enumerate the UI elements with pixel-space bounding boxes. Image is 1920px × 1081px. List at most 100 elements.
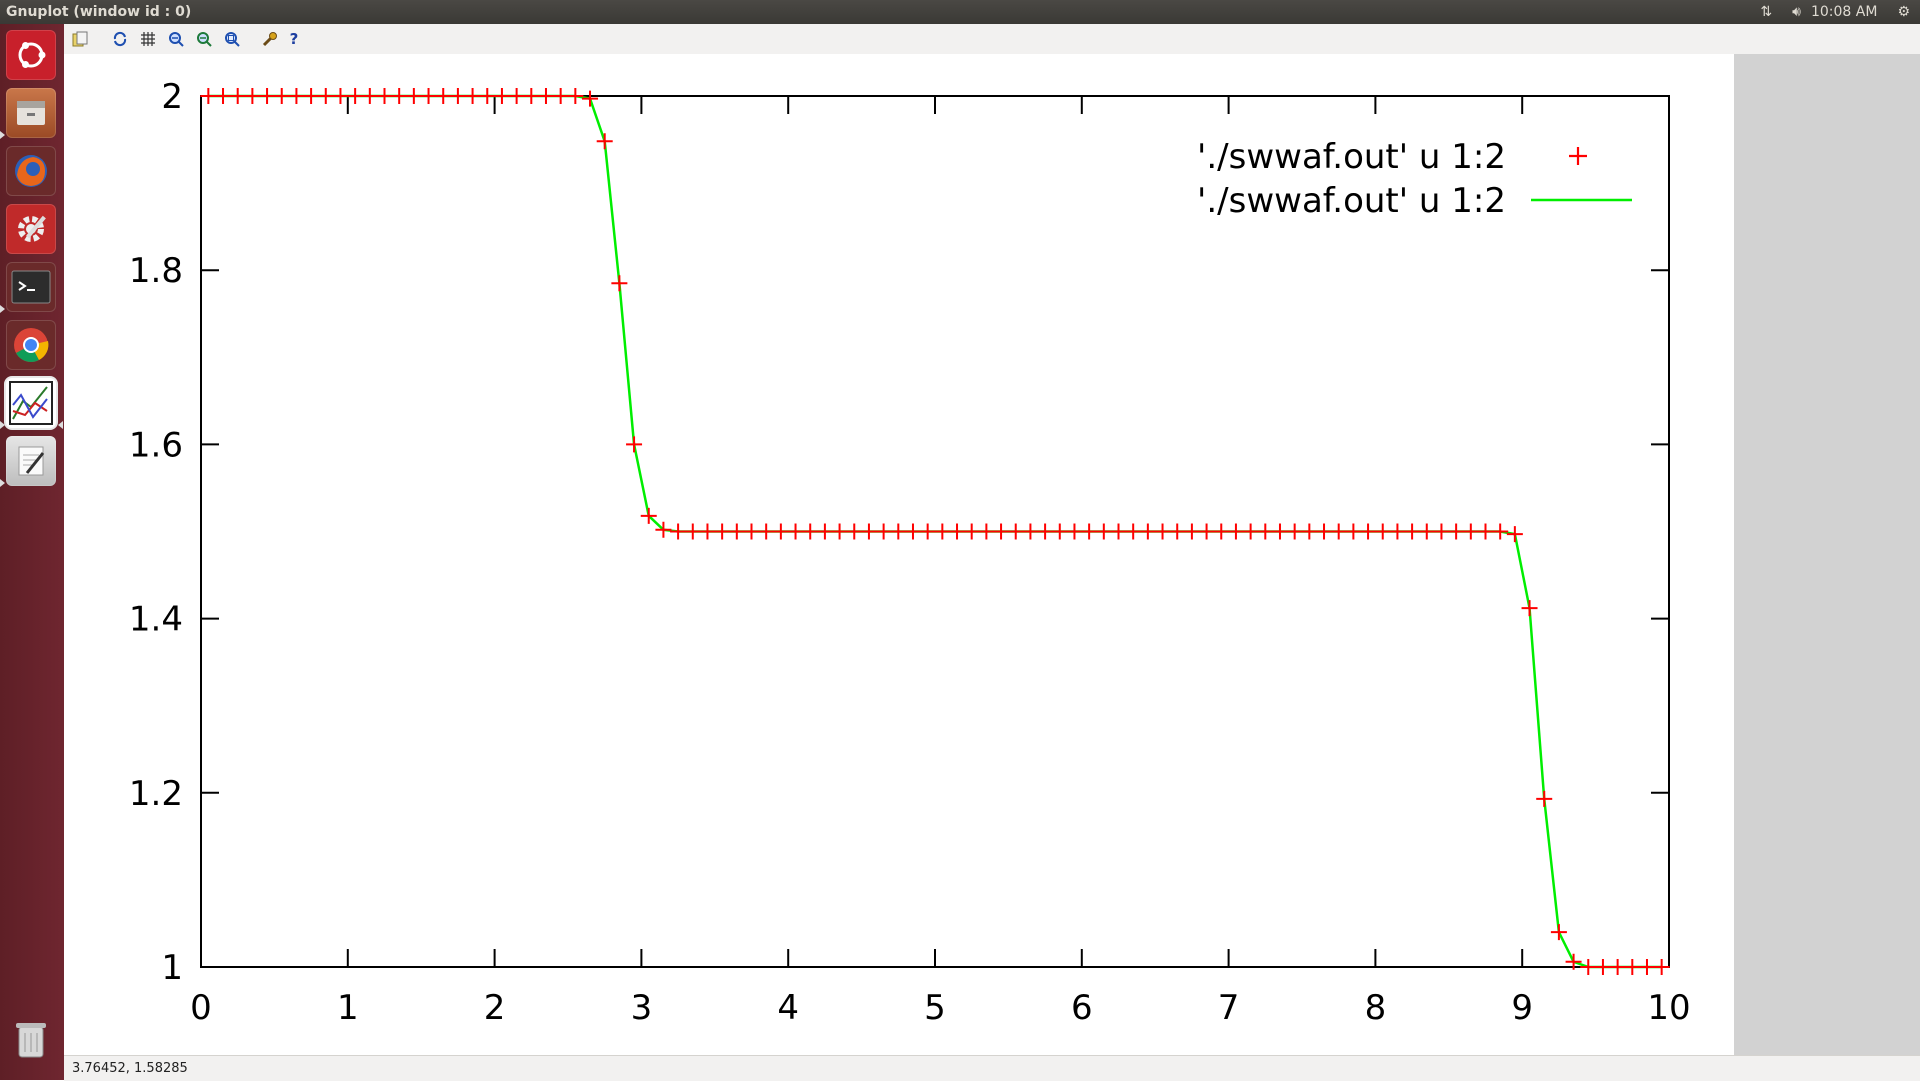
replot-icon[interactable] — [110, 29, 130, 49]
data-point — [361, 88, 378, 104]
data-point — [1374, 523, 1391, 540]
data-point — [1110, 523, 1127, 540]
data-point — [1565, 953, 1582, 970]
window-background — [1734, 54, 1920, 1055]
data-point — [1154, 523, 1171, 540]
data-point — [376, 88, 393, 104]
data-point — [200, 88, 217, 104]
data-point — [831, 523, 848, 540]
chrome-icon[interactable] — [6, 320, 56, 370]
system-settings-icon[interactable] — [6, 204, 56, 254]
data-point — [1081, 523, 1098, 540]
terminal-icon[interactable] — [6, 262, 56, 312]
x-tick-label: 2 — [484, 988, 506, 1028]
data-point — [1139, 523, 1156, 540]
data-point — [655, 521, 672, 538]
data-point — [1418, 523, 1435, 540]
data-point — [816, 523, 833, 540]
data-point — [1506, 526, 1523, 543]
data-point — [1580, 959, 1597, 975]
data-point — [1213, 523, 1230, 540]
data-point — [904, 523, 921, 540]
data-point — [1477, 523, 1494, 540]
session-gear-icon[interactable]: ⚙ — [1897, 4, 1910, 20]
data-point — [875, 523, 892, 540]
x-tick-label: 6 — [1071, 988, 1093, 1028]
data-point — [244, 88, 261, 104]
data-point — [1653, 959, 1670, 975]
running-indicator — [0, 131, 5, 139]
ubuntu-dash-icon[interactable] — [6, 30, 56, 80]
panel-indicators: ⇅ 🔊︎ 10:08 AM ⚙ — [1750, 0, 1920, 24]
zoom-prev-icon[interactable] — [166, 29, 186, 49]
data-point — [1609, 959, 1626, 975]
data-point — [772, 523, 789, 540]
x-tick-label: 9 — [1511, 988, 1533, 1028]
x-tick-label: 7 — [1218, 988, 1240, 1028]
data-point — [963, 523, 980, 540]
toolbar: ? — [64, 24, 1920, 55]
data-point — [684, 523, 701, 540]
data-point — [1257, 523, 1274, 540]
statusbar: 3.76452, 1.58285 — [64, 1055, 1920, 1081]
firefox-icon[interactable] — [6, 146, 56, 196]
x-tick-label: 3 — [631, 988, 653, 1028]
data-point — [435, 88, 452, 104]
data-point — [537, 88, 554, 104]
data-point — [978, 523, 995, 540]
data-point — [347, 88, 364, 104]
data-point — [1448, 523, 1465, 540]
data-point — [229, 88, 246, 104]
data-point — [640, 507, 657, 524]
help-icon[interactable]: ? — [289, 29, 299, 48]
data-point — [846, 523, 863, 540]
data-point — [1316, 523, 1333, 540]
data-point — [860, 523, 877, 540]
copy-clipboard-icon[interactable] — [70, 29, 90, 49]
launcher — [0, 24, 65, 1080]
data-point — [1345, 523, 1362, 540]
top-panel: Gnuplot (window id : 0) ⇅ 🔊︎ 10:08 AM ⚙ — [0, 0, 1920, 24]
data-point — [215, 88, 232, 104]
gnuplot-chart: 0 1 2 3 4 5 6 7 8 9 1011.21.41.61.82'./swwaf.out' … — [129, 77, 1691, 1028]
grid-icon[interactable] — [138, 29, 158, 49]
data-point — [1550, 924, 1567, 941]
data-point — [1198, 523, 1215, 540]
network-icon[interactable]: ⇅ — [1760, 4, 1773, 20]
y-tick-label: 1.8 — [129, 251, 183, 291]
data-point — [1271, 523, 1288, 540]
data-point — [1125, 523, 1142, 540]
config-icon[interactable] — [260, 29, 280, 49]
y-tick-label: 1 — [161, 948, 183, 988]
x-tick-label: 5 — [924, 988, 946, 1028]
data-point — [949, 523, 966, 540]
data-point — [332, 88, 349, 104]
clock[interactable]: 10:08 AM — [1810, 4, 1878, 20]
y-tick-label: 2 — [161, 77, 183, 117]
data-point — [1389, 523, 1406, 540]
zoom-next-icon[interactable] — [194, 29, 214, 49]
plot-canvas[interactable]: 0 1 2 3 4 5 6 7 8 9 10 1 1.2 1.4 1.6 1.8 2 './swwaf.out' … — [64, 54, 1734, 1055]
data-point — [449, 88, 466, 104]
y-tick-label: 1.2 — [129, 774, 183, 814]
text-editor-icon[interactable] — [6, 436, 56, 486]
data-point — [508, 88, 525, 104]
data-point — [787, 523, 804, 540]
running-indicator — [0, 421, 5, 429]
files-icon[interactable] — [6, 88, 56, 138]
legend-label: './swwaf.out' u 1:2 — [1197, 181, 1506, 221]
focused-indicator — [58, 421, 63, 429]
autoscale-icon[interactable] — [222, 29, 242, 49]
trash-icon[interactable] — [6, 1014, 56, 1064]
data-point — [523, 88, 540, 104]
data-point — [1360, 523, 1377, 540]
data-point — [567, 88, 584, 104]
data-point — [714, 523, 731, 540]
data-point — [1051, 523, 1068, 540]
data-point — [288, 88, 305, 104]
data-point — [1492, 523, 1509, 540]
data-point — [1227, 523, 1244, 540]
gnuplot-icon[interactable] — [6, 378, 56, 428]
data-point — [728, 523, 745, 540]
volume-icon[interactable]: 🔊︎ — [1792, 4, 1801, 20]
